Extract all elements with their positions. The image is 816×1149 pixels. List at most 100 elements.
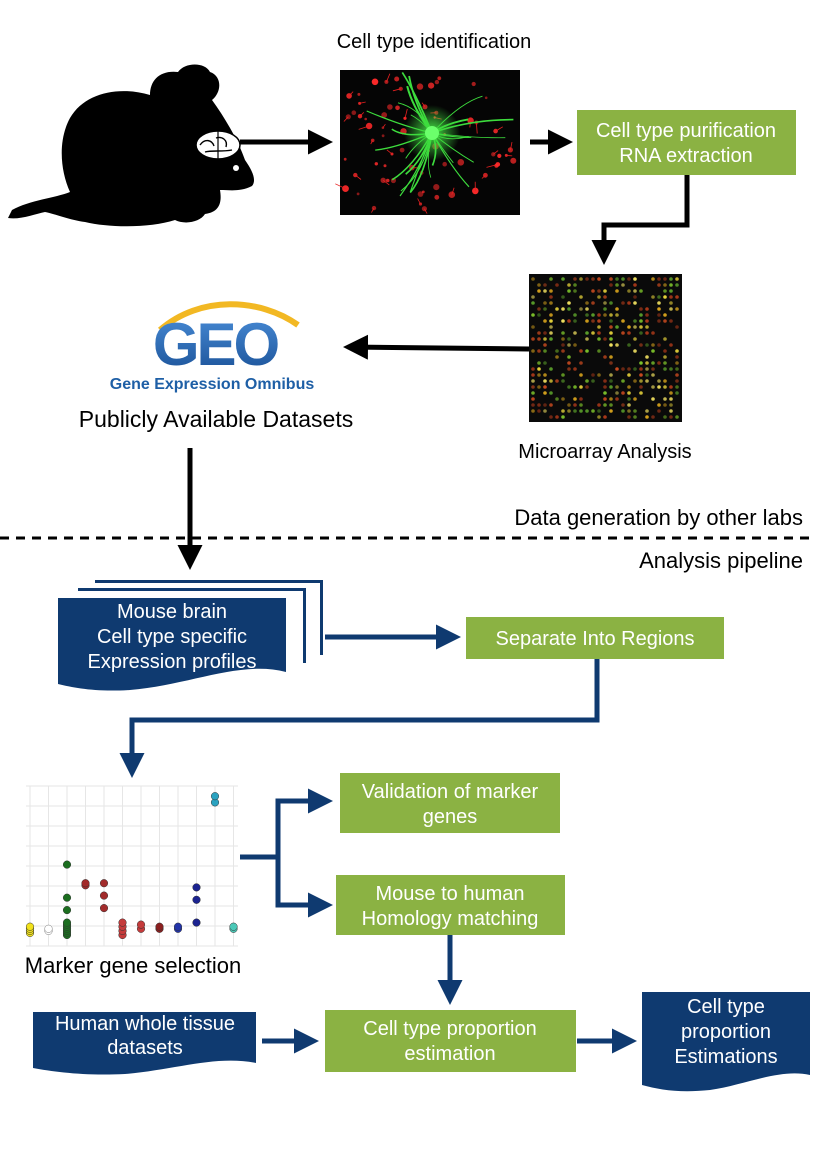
microarray-spot	[663, 319, 667, 323]
microarray-spot	[591, 313, 595, 317]
red-cell-mark	[434, 79, 440, 85]
microarray-spot	[615, 277, 619, 281]
microarray-spot	[537, 331, 541, 335]
microarray-spot	[603, 355, 607, 359]
microarray-spot	[597, 409, 601, 413]
microarray-spot	[543, 319, 547, 323]
microarray-spot	[645, 325, 649, 329]
microarray-spot	[585, 319, 589, 323]
microarray-spot	[633, 415, 637, 419]
microarray-spot	[633, 319, 637, 323]
microarray-spot	[549, 277, 553, 281]
microarray-spot	[633, 283, 637, 287]
microarray-spot	[627, 331, 631, 335]
microarray-spot	[561, 277, 565, 281]
microarray-spot	[645, 355, 649, 359]
microarray-spot	[633, 337, 637, 341]
microarray-spot	[645, 367, 649, 371]
purification-box: Cell type purification RNA extraction	[577, 110, 796, 175]
microarray-spot	[567, 307, 571, 311]
microarray-spot	[597, 403, 601, 407]
red-cell-mark	[428, 82, 435, 89]
microarray-spot	[633, 289, 637, 293]
mouse-silhouette-icon	[8, 64, 255, 227]
microarray-spot	[669, 391, 673, 395]
microarray-spot	[555, 283, 559, 287]
microarray-spot	[573, 385, 577, 389]
scatter-point	[62, 893, 72, 902]
mouse-profiles-document: Mouse brain Cell type specific Expressio…	[58, 580, 323, 691]
microarray-spot	[579, 361, 583, 365]
microarray-spot	[531, 301, 535, 305]
microarray-spot	[549, 337, 553, 341]
microarray-spot	[549, 301, 553, 305]
microarray-spot	[603, 313, 607, 317]
human-tissue-line-2: datasets	[107, 1037, 183, 1059]
microarray-spot	[585, 301, 589, 305]
microarray-spot	[543, 289, 547, 293]
microarray-spot	[633, 349, 637, 353]
microarray-spot	[639, 373, 643, 377]
microarray-spot	[639, 331, 643, 335]
scatter-point	[99, 904, 109, 913]
microarray-spot	[591, 373, 595, 377]
microarray-spot	[555, 379, 559, 383]
microarray-spot	[597, 325, 601, 329]
microarray-spot	[561, 343, 565, 347]
microarray-spot	[567, 367, 571, 371]
microarray-spot	[561, 415, 565, 419]
microarray-spot	[639, 367, 643, 371]
microarray-spot	[627, 391, 631, 395]
microarray-spot	[567, 319, 571, 323]
geo-logo-letters: GEO	[153, 311, 279, 378]
microarray-spot	[555, 415, 559, 419]
microarray-spot	[573, 397, 577, 401]
microarray-spot	[531, 295, 535, 299]
microarray-spot	[531, 397, 535, 401]
microarray-spot	[531, 373, 535, 377]
microarray-spot	[651, 415, 655, 419]
validation-box: Validation of marker genes	[340, 773, 560, 833]
microarray-spot	[633, 301, 637, 305]
red-cell-mark	[394, 76, 400, 82]
microarray-spot	[615, 325, 619, 329]
microarray-spot	[651, 277, 655, 281]
microarray-spot	[561, 379, 565, 383]
scatter-point	[25, 922, 35, 931]
microarray-spot	[609, 361, 613, 365]
microarray-spot	[609, 379, 613, 383]
red-process-mark	[481, 175, 486, 179]
microarray-spot	[675, 391, 679, 395]
microarray-spot	[603, 403, 607, 407]
microarray-spot	[663, 415, 667, 419]
microarray-spot	[639, 313, 643, 317]
microarray-spot	[567, 283, 571, 287]
red-process-mark	[343, 116, 349, 122]
microarray-spot	[609, 325, 613, 329]
microarray-spot	[531, 379, 535, 383]
microarray-spot	[627, 325, 631, 329]
microarray-spot	[675, 385, 679, 389]
microarray-spot	[537, 349, 541, 353]
microarray-spot	[597, 349, 601, 353]
microarray-spot	[663, 313, 667, 317]
microarray-spot	[627, 397, 631, 401]
microarray-spot	[663, 385, 667, 389]
microarray-spot	[639, 319, 643, 323]
microarray-spot	[651, 331, 655, 335]
microarray-spot	[603, 295, 607, 299]
microarray-spot	[621, 391, 625, 395]
microarray-spot	[639, 343, 643, 347]
neuron-dendrite	[431, 118, 514, 134]
microarray-spot	[675, 367, 679, 371]
microarray-spot	[663, 277, 667, 281]
scatter-point	[81, 879, 90, 888]
microarray-spot	[669, 409, 673, 413]
arrow-to-homology	[275, 857, 333, 918]
neuron-dendrite	[431, 132, 506, 139]
microarray-spot	[579, 373, 583, 377]
microarray-spot	[657, 319, 661, 323]
microarray-spot	[615, 313, 619, 317]
neuron-dendrite	[401, 71, 433, 134]
